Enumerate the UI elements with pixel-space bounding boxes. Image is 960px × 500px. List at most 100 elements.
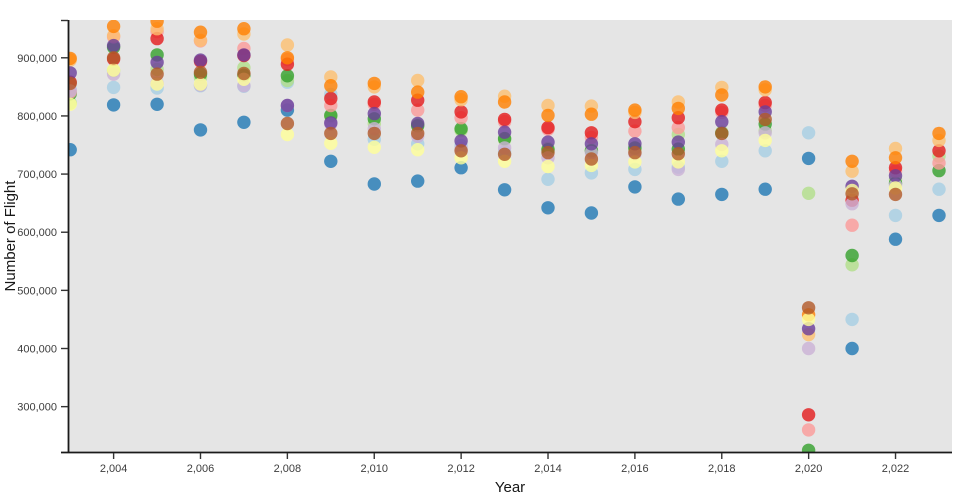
data-point [715, 115, 729, 129]
data-point [671, 101, 685, 116]
tick-label: 2,010 [360, 463, 388, 475]
data-point [497, 125, 512, 139]
data-point [411, 73, 425, 88]
data-point [888, 141, 903, 156]
data-point [715, 126, 729, 141]
data-point [932, 182, 946, 196]
data-point [367, 177, 381, 191]
data-point [628, 180, 642, 194]
data-point [541, 135, 555, 149]
data-point [193, 65, 208, 80]
data-point [888, 169, 903, 183]
data-point [758, 182, 772, 196]
tick-label: 400,000 [17, 344, 57, 356]
data-point [454, 105, 468, 119]
tick-label: 600,000 [17, 227, 57, 239]
data-points-layer [68, 20, 946, 452]
data-point [671, 147, 685, 161]
tick-label: 2,016 [621, 463, 649, 475]
data-point [671, 135, 685, 149]
data-point [367, 126, 381, 141]
data-point [845, 154, 859, 168]
data-point [801, 443, 816, 452]
data-point [193, 77, 208, 91]
data-point [237, 22, 251, 36]
data-point [584, 137, 599, 151]
data-point [932, 208, 946, 223]
data-point [758, 133, 772, 148]
data-point [68, 66, 77, 80]
data-point [237, 115, 251, 129]
data-point [845, 197, 859, 211]
data-point [367, 76, 381, 91]
data-point [845, 341, 859, 356]
tick-label: 2,012 [447, 463, 475, 475]
data-point [411, 116, 425, 131]
data-point [628, 124, 642, 138]
data-point [628, 145, 642, 160]
tick-label: 2,008 [274, 463, 302, 475]
tick-label: 2,020 [795, 463, 823, 475]
tick-label: 800,000 [17, 111, 57, 123]
data-point [280, 69, 295, 83]
data-point [758, 112, 772, 127]
data-point [106, 29, 121, 43]
x-axis-title: Year [495, 479, 525, 496]
data-point [845, 258, 859, 272]
data-point [497, 183, 512, 197]
data-point [584, 206, 599, 220]
data-point [541, 159, 555, 174]
data-point [106, 98, 121, 112]
data-point [497, 112, 512, 127]
data-point [454, 161, 468, 175]
data-point [801, 322, 816, 336]
data-point [801, 126, 816, 140]
data-point [584, 152, 599, 166]
data-point [541, 172, 555, 186]
data-point [497, 147, 512, 161]
data-point [888, 151, 903, 165]
data-point [193, 123, 208, 137]
data-point [715, 154, 729, 168]
data-point [541, 108, 555, 123]
data-point [367, 140, 381, 154]
tick-label: 500,000 [17, 285, 57, 297]
data-point [497, 95, 512, 109]
y-axis-title: Number of Flight [2, 180, 19, 292]
data-point [541, 98, 555, 113]
data-point [671, 192, 685, 206]
data-point [628, 155, 642, 169]
tick-label: 2,006 [187, 463, 215, 475]
data-point [801, 341, 816, 356]
data-point [932, 126, 946, 141]
data-point [150, 31, 164, 46]
tick-label: 2,018 [708, 463, 736, 475]
data-point [280, 38, 295, 52]
data-point [454, 90, 468, 104]
data-point [932, 144, 946, 158]
data-point [932, 156, 946, 170]
data-point [845, 187, 859, 201]
data-point [888, 208, 903, 223]
data-point [584, 107, 599, 121]
data-point [68, 143, 77, 157]
tick-label: 900,000 [17, 53, 57, 65]
data-point [324, 154, 338, 168]
data-point [324, 116, 338, 130]
data-point [324, 79, 338, 93]
data-point [68, 51, 77, 66]
data-point [541, 120, 555, 135]
data-point [150, 55, 164, 70]
data-point [280, 127, 295, 142]
data-point [68, 97, 77, 111]
data-point [845, 164, 859, 178]
data-point [68, 76, 77, 91]
data-point [193, 53, 208, 67]
data-point [845, 312, 859, 327]
data-point [888, 232, 903, 246]
x-axis: 2,004 2,006 2,008 2,010 2,012 2,014 2,016 2,018… [61, 451, 952, 475]
data-point [454, 144, 468, 158]
data-point [106, 20, 121, 34]
